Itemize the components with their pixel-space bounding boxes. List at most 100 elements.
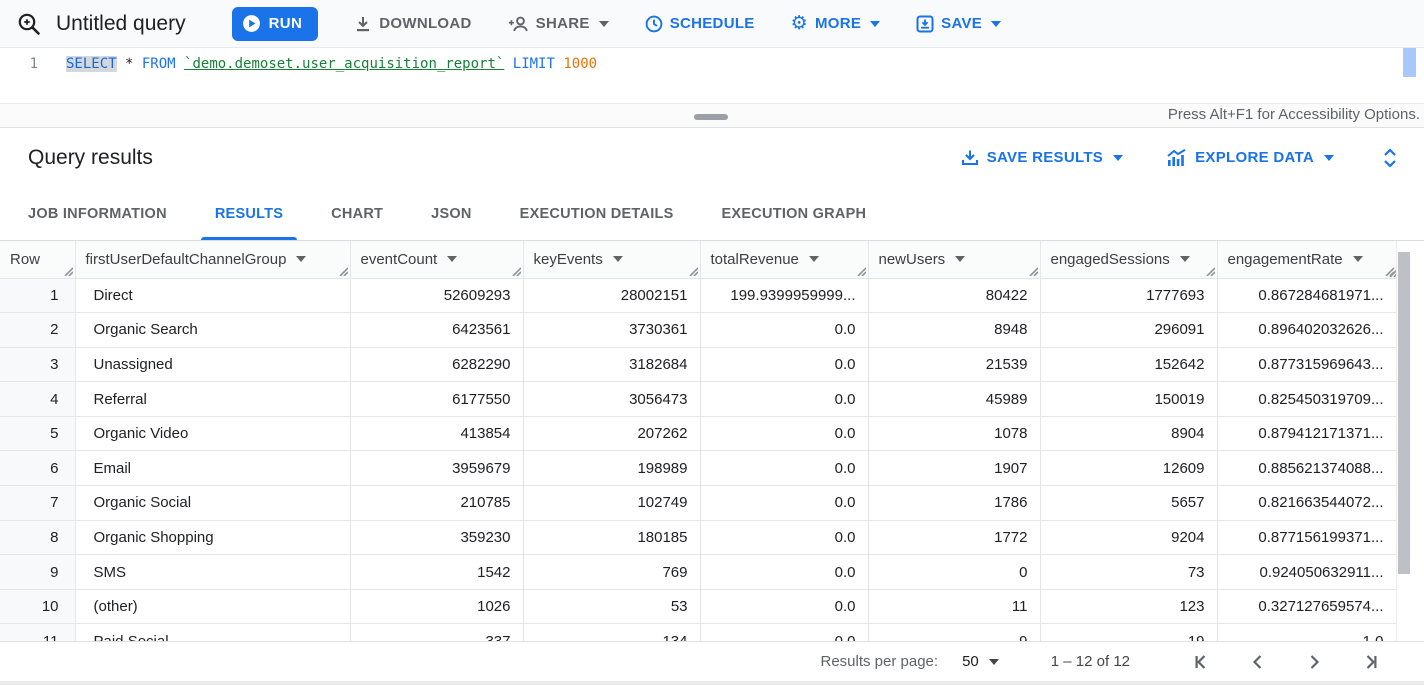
channel-group-cell: Direct [75, 278, 351, 314]
column-resize-grip-icon[interactable] [511, 266, 521, 276]
sql-editor[interactable]: 1 SELECT * FROM `demo.demoset.user_acqui… [0, 48, 1424, 103]
engagement-rate-cell: 0.885621374088... [1217, 450, 1397, 487]
row-number-cell: 9 [0, 554, 76, 590]
engaged-sessions-cell: 152642 [1040, 347, 1218, 383]
column-resize-grip-icon[interactable] [1205, 266, 1215, 276]
column-resize-grip-icon[interactable] [856, 266, 866, 276]
new-users-cell: 0 [868, 554, 1041, 590]
expand-results-button[interactable] [1382, 147, 1398, 169]
key-events-cell: 28002151 [523, 278, 701, 314]
key-events-cell: 198989 [523, 450, 701, 487]
results-table-area: Row firstUserDefaultChannelGroup eventCo… [0, 241, 1424, 641]
column-header-engagedSessions[interactable]: engagedSessions [1040, 241, 1218, 279]
new-users-cell: 11 [868, 589, 1041, 625]
row-number-cell: 1 [0, 278, 76, 314]
engagement-rate-cell: 1.0 [1217, 623, 1397, 641]
column-header-totalRevenue[interactable]: totalRevenue [700, 241, 869, 279]
chevron-down-icon [988, 658, 999, 665]
schedule-button[interactable]: SCHEDULE [645, 15, 755, 33]
page-size-select[interactable]: 50 [962, 653, 999, 670]
engaged-sessions-cell: 296091 [1040, 312, 1218, 348]
accessibility-hint: Press Alt+F1 for Accessibility Options. [1167, 106, 1420, 123]
tab-results[interactable]: RESULTS [191, 187, 307, 240]
line-number: 1 [29, 56, 38, 72]
total-revenue-cell: 0.0 [700, 381, 869, 417]
table-row: 8 Organic Shopping 359230 180185 0.0 177… [0, 520, 1397, 556]
next-page-button[interactable] [1286, 652, 1342, 672]
editor-scrollbar-thumb[interactable] [1403, 48, 1416, 77]
engagement-rate-cell: 0.877315969643... [1217, 347, 1397, 383]
table-vertical-scrollbar[interactable] [1396, 241, 1410, 641]
new-users-cell: 1078 [868, 416, 1041, 452]
tab-job-information[interactable]: JOB INFORMATION [28, 205, 167, 222]
chevron-down-icon [1324, 154, 1334, 161]
window-bottom-edge [0, 681, 1424, 685]
row-number-cell: 6 [0, 450, 76, 487]
column-header-newUsers[interactable]: newUsers [868, 241, 1041, 279]
save-button[interactable]: SAVE [916, 15, 1002, 33]
column-menu-icon[interactable] [1352, 256, 1363, 263]
engaged-sessions-cell: 19 [1040, 623, 1218, 641]
channel-group-cell: Organic Video [75, 416, 351, 452]
save-results-button[interactable]: SAVE RESULTS [961, 149, 1124, 167]
last-page-icon [1366, 654, 1377, 669]
key-events-cell: 207262 [523, 416, 701, 452]
column-resize-grip-icon[interactable] [1384, 266, 1394, 276]
total-revenue-cell: 0.0 [700, 623, 869, 641]
table-row: 11 Paid Social 337 134 0.0 9 19 1.0 [0, 623, 1397, 641]
column-menu-icon[interactable] [447, 256, 458, 263]
total-revenue-cell: 0.0 [700, 485, 869, 521]
column-header-firstUserDefaultChannelGroup[interactable]: firstUserDefaultChannelGroup [75, 241, 351, 279]
save-results-label: SAVE RESULTS [986, 149, 1104, 166]
tab-execution-details[interactable]: EXECUTION DETAILS [519, 205, 674, 222]
scrollbar-thumb[interactable] [1398, 252, 1410, 574]
column-resize-grip-icon[interactable] [1028, 266, 1038, 276]
more-button[interactable]: ⚙ MORE [791, 14, 881, 33]
engagement-rate-cell: 0.825450319709... [1217, 381, 1397, 417]
results-tab-bar: JOB INFORMATION RESULTS CHART JSON EXECU… [0, 187, 1424, 241]
splitter-drag-handle[interactable] [694, 114, 728, 120]
last-page-button[interactable] [1342, 652, 1398, 672]
engagement-rate-cell: 0.924050632911... [1217, 554, 1397, 590]
tab-json[interactable]: JSON [431, 205, 472, 222]
page-size-value: 50 [962, 653, 979, 670]
column-resize-grip-icon[interactable] [338, 266, 348, 276]
download-button[interactable]: DOWNLOAD [354, 15, 471, 33]
tab-chart[interactable]: CHART [331, 205, 384, 222]
column-menu-icon[interactable] [955, 256, 966, 263]
column-resize-grip-icon[interactable] [63, 266, 73, 276]
run-button[interactable]: RUN [231, 6, 319, 41]
explore-data-button[interactable]: EXPLORE DATA [1167, 149, 1334, 166]
event-count-cell: 359230 [350, 520, 524, 556]
sql-table-reference-link[interactable]: `demo.demoset.user_acquisition_report` [184, 56, 505, 72]
total-revenue-cell: 0.0 [700, 312, 869, 348]
table-row: 4 Referral 6177550 3056473 0.0 45989 150… [0, 381, 1397, 417]
channel-group-cell: Referral [75, 381, 351, 417]
more-button-label: MORE [814, 15, 862, 32]
engagement-rate-cell: 0.877156199371... [1217, 520, 1397, 556]
event-count-cell: 1026 [350, 589, 524, 625]
results-table: Row firstUserDefaultChannelGroup eventCo… [0, 241, 1397, 641]
engagement-rate-cell: 0.896402032626... [1217, 312, 1397, 348]
query-toolbar: Untitled query RUN DOWNLOAD SHARE [0, 0, 1424, 48]
chevron-down-icon [991, 20, 1002, 27]
column-header-row[interactable]: Row [0, 241, 76, 279]
column-menu-icon[interactable] [808, 256, 819, 263]
tab-execution-graph[interactable]: EXECUTION GRAPH [721, 205, 867, 222]
column-header-eventCount[interactable]: eventCount [350, 241, 524, 279]
share-button[interactable]: SHARE [508, 15, 609, 32]
column-resize-grip-icon[interactable] [688, 266, 698, 276]
table-row: 10 (other) 1026 53 0.0 11 123 0.32712765… [0, 589, 1397, 625]
save-icon [916, 15, 934, 32]
prev-page-button[interactable] [1230, 652, 1286, 672]
column-menu-icon[interactable] [1179, 256, 1190, 263]
column-menu-icon[interactable] [612, 256, 623, 263]
column-menu-icon[interactable] [296, 256, 307, 263]
new-users-cell: 1907 [868, 450, 1041, 487]
prev-page-icon [1252, 654, 1262, 669]
column-header-engagementRate[interactable]: engagementRate [1217, 241, 1397, 279]
first-page-button[interactable] [1174, 652, 1230, 672]
total-revenue-cell: 0.0 [700, 520, 869, 556]
key-events-cell: 769 [523, 554, 701, 590]
column-header-keyEvents[interactable]: keyEvents [523, 241, 701, 279]
